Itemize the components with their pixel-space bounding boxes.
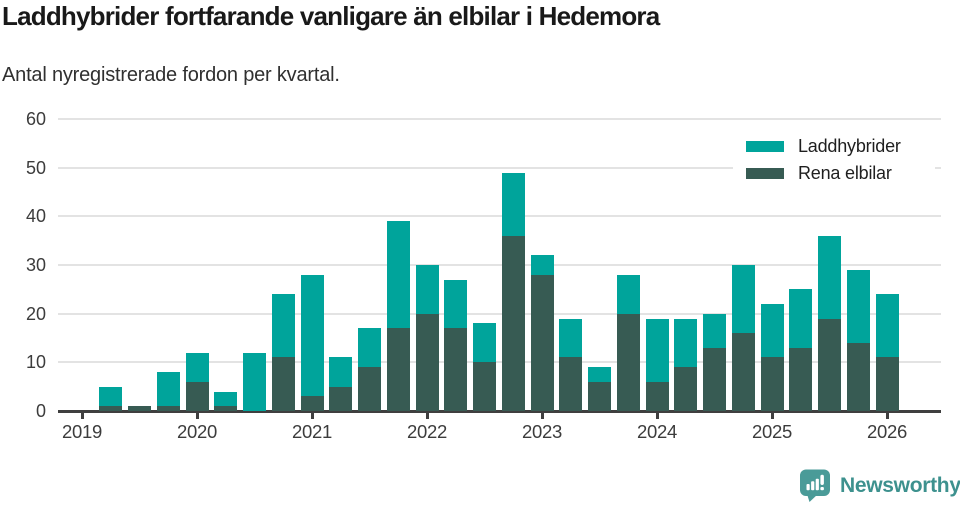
x-axis-tick-2022 xyxy=(425,413,429,419)
bar-segment-rena-elbilar[interactable] xyxy=(875,357,899,411)
bar-segment-laddhybrider[interactable] xyxy=(99,386,123,407)
bar-segment-rena-elbilar[interactable] xyxy=(501,235,525,411)
bar-segment-rena-elbilar[interactable] xyxy=(329,386,353,411)
bar-segment-rena-elbilar[interactable] xyxy=(789,347,813,411)
legend-label: Rena elbilar xyxy=(798,163,892,183)
x-axis-label-2023: 2023 xyxy=(522,421,562,442)
bar-segment-laddhybrider[interactable] xyxy=(185,352,209,382)
bar-segment-rena-elbilar[interactable] xyxy=(818,318,841,411)
x-axis-tick-2026 xyxy=(885,413,889,419)
bar-segment-laddhybrider[interactable] xyxy=(156,372,180,407)
bar-segment-rena-elbilar[interactable] xyxy=(358,367,381,411)
bar-segment-laddhybrider[interactable] xyxy=(616,274,640,314)
bar-segment-rena-elbilar[interactable] xyxy=(185,381,209,411)
y-axis-label-20: 20 xyxy=(25,303,46,324)
gridline-y-40 xyxy=(58,215,941,218)
x-axis-label-2025: 2025 xyxy=(752,421,792,442)
bar-segment-laddhybrider[interactable] xyxy=(731,265,755,334)
bar-segment-laddhybrider[interactable] xyxy=(329,357,353,387)
brand-name: Newsworthy xyxy=(840,473,960,497)
legend-swatch-rena-elbilar-icon xyxy=(746,168,784,179)
bar-segment-rena-elbilar[interactable] xyxy=(300,396,324,411)
y-axis-label-60: 60 xyxy=(25,109,46,129)
x-axis-tick-2023 xyxy=(540,413,544,419)
bar-segment-rena-elbilar[interactable] xyxy=(846,342,870,411)
bar-segment-laddhybrider[interactable] xyxy=(760,303,784,358)
bar-segment-laddhybrider[interactable] xyxy=(703,313,726,348)
bar-segment-laddhybrider[interactable] xyxy=(358,328,381,368)
x-axis-label-2022: 2022 xyxy=(407,421,447,442)
legend-swatch-laddhybrider-icon xyxy=(746,141,784,152)
bar-segment-laddhybrider[interactable] xyxy=(588,367,611,382)
legend: Laddhybrider Rena elbilar xyxy=(733,131,935,191)
x-axis-label-2019: 2019 xyxy=(62,421,102,442)
legend-item-rena-elbilar: Rena elbilar xyxy=(733,160,935,187)
x-axis-label-2020: 2020 xyxy=(177,421,217,442)
gridline-y-30 xyxy=(58,264,941,266)
x-axis-tick-2021 xyxy=(310,413,314,419)
x-axis-label-2021: 2021 xyxy=(292,421,332,442)
bar-segment-rena-elbilar[interactable] xyxy=(645,381,669,411)
x-axis-tick-2024 xyxy=(655,413,659,419)
x-axis-tick-2019 xyxy=(80,413,84,419)
newsworthy-brand-link[interactable]: Newsworthy xyxy=(799,469,960,502)
bar-segment-rena-elbilar[interactable] xyxy=(386,328,410,411)
bar-segment-rena-elbilar[interactable] xyxy=(128,406,151,411)
chart-subtitle: Antal nyregistrerade fordon per kvartal. xyxy=(2,64,340,86)
bar-segment-rena-elbilar[interactable] xyxy=(530,274,554,411)
newsworthy-logo-icon xyxy=(800,469,830,502)
chart-title: Laddhybrider fortfarande vanligare än el… xyxy=(2,1,660,31)
bar-segment-laddhybrider[interactable] xyxy=(645,318,669,382)
x-axis-label-2024: 2024 xyxy=(637,421,677,442)
gridline-y-60 xyxy=(58,118,941,120)
bar-segment-rena-elbilar[interactable] xyxy=(156,406,180,411)
y-axis-label-0: 0 xyxy=(35,401,46,421)
bar-segment-laddhybrider[interactable] xyxy=(300,274,324,397)
bar-segment-laddhybrider[interactable] xyxy=(818,235,841,319)
y-axis-label-40: 40 xyxy=(25,206,46,227)
bar-segment-laddhybrider[interactable] xyxy=(875,294,899,358)
x-axis-tick-2025 xyxy=(770,413,774,419)
bar-segment-laddhybrider[interactable] xyxy=(559,318,583,358)
gridline-y-50 xyxy=(58,166,941,169)
bar-segment-rena-elbilar[interactable] xyxy=(731,333,755,411)
x-axis-label-2026: 2026 xyxy=(867,421,907,442)
bar-segment-rena-elbilar[interactable] xyxy=(559,357,583,411)
bar-segment-laddhybrider[interactable] xyxy=(243,352,266,411)
bar-segment-laddhybrider[interactable] xyxy=(530,255,554,275)
bar-segment-rena-elbilar[interactable] xyxy=(760,357,784,411)
bar-segment-rena-elbilar[interactable] xyxy=(214,406,238,411)
bar-segment-laddhybrider[interactable] xyxy=(789,289,813,348)
bar-segment-laddhybrider[interactable] xyxy=(214,391,238,407)
bar-segment-rena-elbilar[interactable] xyxy=(271,357,295,411)
bar-segment-rena-elbilar[interactable] xyxy=(674,367,698,411)
bar-segment-laddhybrider[interactable] xyxy=(444,279,468,329)
y-axis-label-30: 30 xyxy=(25,255,46,275)
bar-segment-rena-elbilar[interactable] xyxy=(444,328,468,411)
bar-segment-laddhybrider[interactable] xyxy=(386,221,410,329)
bar-segment-rena-elbilar[interactable] xyxy=(99,406,123,411)
gridline-y-20 xyxy=(58,312,941,315)
bar-segment-laddhybrider[interactable] xyxy=(271,294,295,358)
bar-segment-laddhybrider[interactable] xyxy=(846,269,870,343)
bar-segment-laddhybrider[interactable] xyxy=(473,323,496,363)
y-axis-label-10: 10 xyxy=(25,352,46,373)
y-axis-label-50: 50 xyxy=(25,157,46,178)
bar-segment-laddhybrider[interactable] xyxy=(415,265,439,314)
bar-segment-rena-elbilar[interactable] xyxy=(473,362,496,411)
bar-segment-rena-elbilar[interactable] xyxy=(588,381,611,411)
x-axis-line xyxy=(58,410,941,413)
legend-item-laddhybrider: Laddhybrider xyxy=(733,133,935,160)
bar-segment-rena-elbilar[interactable] xyxy=(703,347,726,411)
gridline-y-10 xyxy=(58,361,941,364)
bar-segment-laddhybrider[interactable] xyxy=(501,172,525,236)
bar-segment-laddhybrider[interactable] xyxy=(674,318,698,368)
bar-segment-rena-elbilar[interactable] xyxy=(415,313,439,411)
x-axis-tick-2020 xyxy=(195,413,199,419)
bar-segment-rena-elbilar[interactable] xyxy=(616,313,640,411)
legend-label: Laddhybrider xyxy=(798,136,901,156)
